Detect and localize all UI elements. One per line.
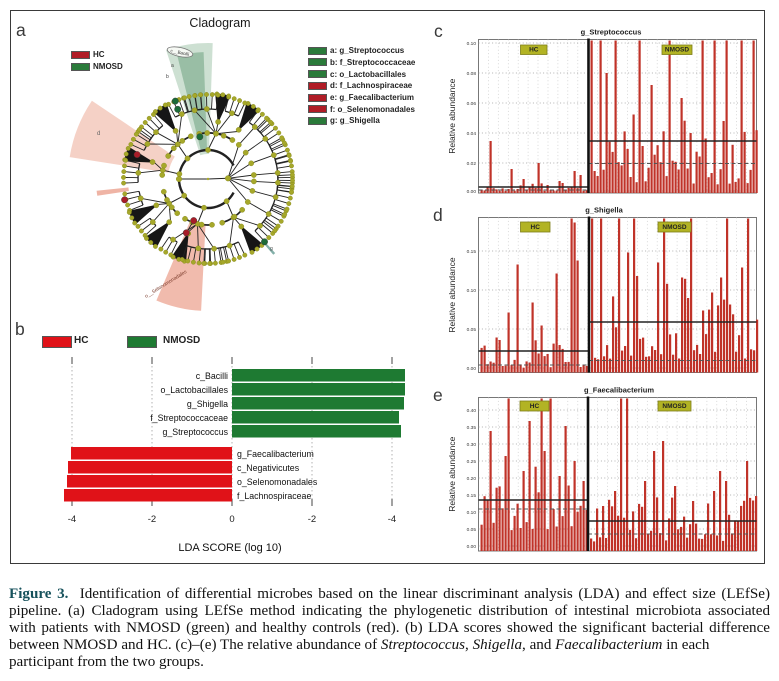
svg-text:o_Lactobacillales: o_Lactobacillales — [161, 385, 229, 395]
svg-text:g_Streptococcus: g_Streptococcus — [581, 28, 642, 37]
svg-text:c_Bacilli: c_Bacilli — [196, 371, 228, 381]
svg-text:HC: HC — [531, 224, 541, 231]
svg-text:b: b — [166, 74, 169, 80]
svg-text:0.25: 0.25 — [467, 459, 477, 465]
svg-text:0.08: 0.08 — [467, 71, 477, 77]
svg-text:0.15: 0.15 — [467, 493, 477, 499]
svg-text:g_Faecalibacterium: g_Faecalibacterium — [237, 449, 314, 459]
svg-text:d: d — [97, 131, 100, 137]
svg-text:-4: -4 — [388, 514, 396, 525]
svg-text:NMOSD: NMOSD — [662, 224, 687, 231]
svg-text:0.20: 0.20 — [467, 476, 477, 482]
svg-text:g_Shigella: g_Shigella — [585, 206, 623, 215]
svg-text:a: a — [171, 63, 174, 69]
svg-text:0.30: 0.30 — [467, 442, 477, 448]
svg-text:0.10: 0.10 — [467, 288, 477, 294]
svg-text:NMOSD: NMOSD — [665, 47, 690, 54]
svg-text:0.06: 0.06 — [467, 101, 477, 107]
svg-text:Relative abundance: Relative abundance — [447, 436, 457, 511]
svg-text:g_Shigella: g_Shigella — [187, 399, 228, 409]
svg-text:o_Selenomonadales: o_Selenomonadales — [237, 477, 318, 487]
svg-text:HC: HC — [529, 47, 539, 54]
svg-text:0.10: 0.10 — [467, 41, 477, 47]
svg-text:0: 0 — [229, 514, 234, 525]
svg-text:g: g — [270, 246, 273, 252]
svg-text:c__Bacilli: c__Bacilli — [170, 48, 190, 57]
svg-text:0.05: 0.05 — [467, 527, 477, 533]
svg-text:Relative abundance: Relative abundance — [447, 257, 457, 332]
svg-text:c_Negativicutes: c_Negativicutes — [237, 463, 300, 473]
svg-text:0.02: 0.02 — [467, 161, 477, 167]
svg-text:0.00: 0.00 — [467, 544, 477, 550]
svg-text:0.10: 0.10 — [467, 510, 477, 516]
svg-text:g_Faecalibacterium: g_Faecalibacterium — [584, 386, 654, 395]
svg-text:-4: -4 — [68, 514, 76, 525]
svg-text:f_Streptococcaceae: f_Streptococcaceae — [150, 413, 228, 423]
svg-text:0.15: 0.15 — [467, 249, 477, 255]
svg-text:0.00: 0.00 — [467, 189, 477, 195]
svg-text:HC: HC — [530, 403, 540, 410]
svg-text:g_Streptococcus: g_Streptococcus — [162, 427, 228, 437]
svg-text:0.00: 0.00 — [467, 366, 477, 372]
svg-text:f_Lachnospiraceae: f_Lachnospiraceae — [237, 491, 311, 501]
svg-text:0.05: 0.05 — [467, 327, 477, 333]
svg-text:0.04: 0.04 — [467, 131, 477, 137]
svg-text:-2: -2 — [308, 514, 316, 525]
svg-text:-2: -2 — [148, 514, 156, 525]
svg-text:NMOSD: NMOSD — [662, 403, 687, 410]
svg-text:0.35: 0.35 — [467, 425, 477, 431]
svg-text:LDA SCORE (log 10): LDA SCORE (log 10) — [178, 542, 281, 554]
svg-text:Relative abundance: Relative abundance — [447, 78, 457, 153]
svg-text:0.40: 0.40 — [467, 408, 477, 414]
